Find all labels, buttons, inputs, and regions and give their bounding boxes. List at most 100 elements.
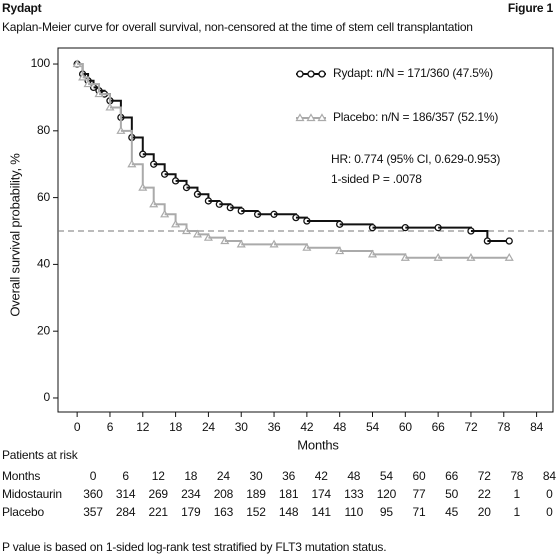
risk-count: 357 — [83, 505, 103, 519]
risk-count: 163 — [214, 505, 234, 519]
risk-row-name: Midostaurin — [2, 487, 62, 501]
survival-step — [339, 223, 374, 228]
risk-count: 174 — [311, 487, 331, 501]
y-tick-label: 20 — [37, 323, 50, 337]
risk-count: 179 — [181, 505, 201, 519]
y-tick-label: 60 — [37, 190, 50, 204]
risk-count: 269 — [148, 487, 168, 501]
survival-step — [109, 106, 122, 131]
risk-count: 208 — [214, 487, 234, 501]
risk-count: 22 — [478, 487, 491, 501]
risk-count: 133 — [344, 487, 364, 501]
risk-count: 95 — [380, 505, 393, 519]
x-tick-label: 6 — [107, 420, 114, 434]
risk-count: 1 — [514, 505, 521, 519]
y-axis-label: Overall survival probability, % — [7, 153, 22, 317]
risk-count: 71 — [413, 505, 426, 519]
survival-step — [131, 163, 144, 188]
survival-step — [142, 186, 155, 205]
risk-month: 54 — [380, 469, 393, 483]
x-tick-label: 0 — [74, 420, 81, 434]
risk-count: 314 — [116, 487, 136, 501]
x-tick-label: 18 — [169, 420, 182, 434]
risk-count: 120 — [377, 487, 397, 501]
risk-count: 45 — [445, 505, 458, 519]
x-tick-label: 24 — [202, 420, 215, 434]
x-axis-label: Months — [297, 437, 339, 452]
risk-count: 0 — [546, 505, 553, 519]
risk-month: 18 — [184, 469, 197, 483]
annotation: HR: 0.774 (95% CI, 0.629-0.953) — [331, 152, 500, 166]
risk-count: 148 — [279, 505, 299, 519]
x-tick-label: 48 — [333, 420, 346, 434]
risk-table-title: Patients at risk — [2, 448, 79, 462]
survival-step — [131, 136, 144, 155]
legend-marker — [295, 113, 305, 122]
risk-month: 0 — [90, 469, 97, 483]
risk-month: 30 — [250, 469, 263, 483]
x-tick-label: 66 — [432, 420, 445, 434]
risk-row-name: Placebo — [2, 505, 44, 519]
risk-month: 72 — [478, 469, 491, 483]
risk-month: 42 — [315, 469, 328, 483]
survival-step — [274, 243, 308, 248]
plot-frame — [57, 47, 554, 413]
legend-marker — [317, 113, 327, 122]
x-tick-label: 78 — [497, 420, 510, 434]
y-tick-label: 40 — [37, 257, 50, 271]
legend-marker — [296, 70, 304, 78]
risk-month: 12 — [152, 469, 165, 483]
risk-month: 36 — [282, 469, 295, 483]
x-tick-label: 60 — [399, 420, 412, 434]
risk-month: 60 — [413, 469, 426, 483]
survival-step — [120, 129, 133, 165]
risk-count: 181 — [279, 487, 299, 501]
annotation: 1-sided P = .0078 — [331, 172, 422, 186]
legend-label: Rydapt: n/N = 171/360 (47.5%) — [333, 66, 493, 80]
legend-marker — [306, 113, 316, 122]
x-tick-label: 12 — [136, 420, 149, 434]
risk-count: 152 — [246, 505, 266, 519]
risk-count: 1 — [514, 487, 521, 501]
risk-count: 284 — [116, 505, 136, 519]
risk-count: 110 — [345, 505, 364, 519]
censor-marker — [504, 253, 514, 261]
y-tick-label: 80 — [37, 123, 50, 137]
x-tick-label: 54 — [366, 420, 379, 434]
survival-step — [339, 250, 374, 255]
risk-count: 141 — [311, 505, 331, 519]
figure-label: Figure 1 — [508, 1, 554, 15]
y-tick-label: 100 — [31, 56, 51, 70]
x-tick-label: 72 — [464, 420, 477, 434]
risk-count: 0 — [546, 487, 553, 501]
risk-count: 234 — [181, 487, 201, 501]
survival-step — [306, 219, 341, 225]
risk-month: 6 — [122, 469, 129, 483]
risk-count: 77 — [413, 487, 426, 501]
risk-month: 24 — [217, 469, 230, 483]
risk-row-label: Months — [2, 469, 40, 483]
survival-step — [372, 253, 407, 258]
risk-month: 78 — [510, 469, 523, 483]
x-tick-label: 84 — [530, 420, 543, 434]
risk-month: 48 — [347, 469, 360, 483]
x-tick-label: 42 — [300, 420, 313, 434]
legend-label: Placebo: n/N = 186/357 (52.1%) — [333, 110, 498, 124]
chart-title: Kaplan-Meier curve for overall survival,… — [2, 20, 473, 34]
y-tick-label: 0 — [44, 390, 51, 404]
risk-count: 221 — [148, 505, 168, 519]
legend-marker — [318, 70, 326, 78]
risk-count: 20 — [478, 505, 491, 519]
survival-step — [306, 246, 341, 252]
risk-count: 189 — [246, 487, 266, 501]
survival-step — [438, 226, 472, 232]
risk-month: 84 — [543, 469, 556, 483]
censor-marker — [505, 237, 513, 245]
x-tick-label: 30 — [235, 420, 248, 434]
legend-marker — [307, 70, 315, 78]
footnote: P value is based on 1-sided log-rank tes… — [2, 540, 386, 554]
risk-count: 50 — [445, 487, 458, 501]
page-title: Rydapt — [2, 1, 42, 15]
x-tick-label: 36 — [268, 420, 281, 434]
